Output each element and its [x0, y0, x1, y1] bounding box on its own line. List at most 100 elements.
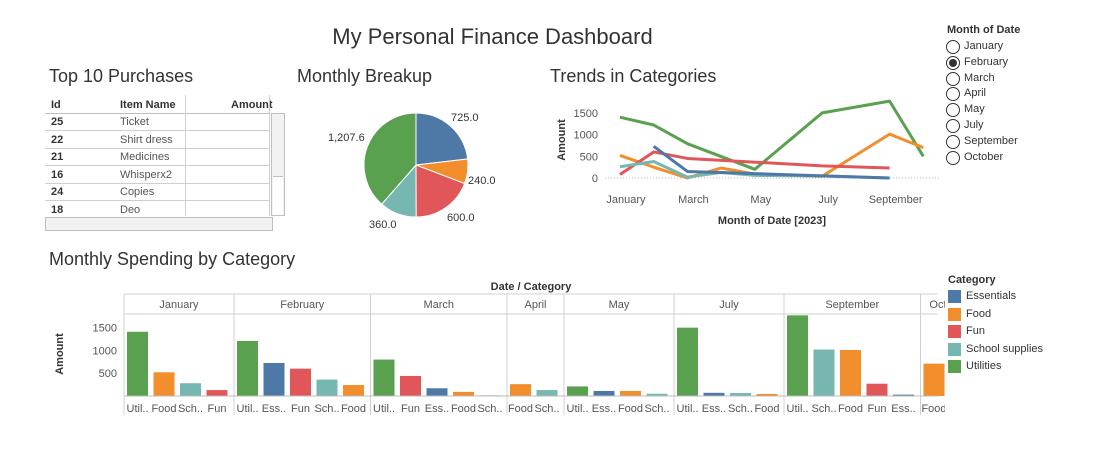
- legend-label: Utilities: [966, 360, 1002, 372]
- legend-swatch: [948, 307, 961, 321]
- table-row: 21 Medicines: [45, 148, 270, 166]
- bar-food: [756, 393, 778, 396]
- y-axis-label: Amount: [54, 333, 66, 375]
- purchases-header-row: Id Item Name Amount: [45, 95, 273, 114]
- purchase-item-name: Deo: [120, 203, 141, 216]
- y-tick-label: 500: [580, 151, 598, 163]
- radio-button[interactable]: [946, 150, 960, 165]
- trends-line-chart: 0 500 1000 1500 Amount January March May July Sep…: [556, 99, 940, 227]
- bar-school-supplies: [180, 383, 201, 396]
- pie-slice-essentials: [415, 112, 469, 166]
- bar-category-label: Food: [618, 403, 643, 415]
- bar-category-label: Sch..: [314, 403, 339, 415]
- filter-option-label: September: [964, 134, 1018, 147]
- radio-button[interactable]: [946, 71, 960, 86]
- table-horizontal-scrollbar[interactable]: [45, 217, 273, 231]
- bars-title: Monthly Spending by Category: [49, 249, 296, 269]
- radio-button[interactable]: [946, 119, 960, 133]
- bar-food: [923, 363, 945, 396]
- bar-essentials: [893, 394, 914, 396]
- table-row: 18 Deo: [45, 201, 270, 219]
- filter-option-label: April: [964, 87, 987, 100]
- column-divider-right: [269, 95, 270, 216]
- panel-month-label: May: [609, 299, 630, 311]
- bar-fun: [206, 390, 228, 396]
- legend-label: Food: [966, 307, 992, 320]
- purchase-id: 16: [51, 168, 64, 181]
- bar-category-label: Fun: [401, 403, 420, 415]
- bar-school-supplies: [646, 393, 668, 396]
- bar-fun: [400, 375, 421, 396]
- pie-slice-utilities: [363, 112, 417, 205]
- y-tick-label: 0: [592, 173, 598, 185]
- bar-utilities: [677, 327, 698, 396]
- bar-essentials: [426, 388, 448, 396]
- bar-school-supplies: [536, 390, 558, 396]
- bar-category-label: Food: [341, 403, 366, 415]
- y-axis-label: Amount: [556, 119, 568, 161]
- trends-title: Trends in Categories: [550, 66, 717, 86]
- x-tick-label: March: [678, 194, 709, 206]
- bar-school-supplies: [730, 393, 751, 396]
- pie-chart: 725.0 240.0 600.0 360.0 1,207.6: [328, 112, 496, 231]
- filter-option-label: October: [964, 150, 1004, 163]
- bar-category-label: Fun: [868, 403, 887, 415]
- radio-button[interactable]: [946, 40, 960, 54]
- y-tick-label: 500: [99, 368, 117, 380]
- table-row: 16 Whisperx2: [45, 166, 270, 184]
- bar-fun: [866, 383, 888, 396]
- radio-button[interactable]: [946, 103, 960, 118]
- bar-school-supplies: [316, 379, 338, 396]
- line-series-fun: [619, 150, 890, 176]
- bar-category-label: Sch..: [178, 403, 203, 415]
- y-tick-label: 1500: [574, 108, 598, 120]
- header-label: Date / Category: [491, 281, 573, 293]
- table-row: 24 Copies: [45, 183, 270, 201]
- purchases-table: Id Item Name Amount: [45, 95, 273, 216]
- x-tick-label: January: [606, 194, 646, 206]
- panel-month-label: January: [159, 299, 199, 311]
- header-amount: Amount: [231, 99, 273, 111]
- panel-month-label: October: [929, 299, 945, 311]
- bar-category-label: Sch..: [728, 403, 753, 415]
- bar-utilities: [237, 340, 258, 396]
- legend-swatch: [948, 342, 961, 356]
- bar-utilities: [567, 386, 588, 396]
- bar-category-label: Sch..: [534, 403, 559, 415]
- radio-button[interactable]: [946, 87, 960, 102]
- purchase-item-name: Copies: [120, 186, 155, 198]
- line-series-food: [619, 132, 924, 180]
- bar-category-label: Ess..: [891, 403, 915, 415]
- bar-category-label: Ess..: [592, 403, 616, 415]
- pie-title: Monthly Breakup: [297, 66, 433, 86]
- bar-school-supplies: [813, 349, 835, 396]
- filter-option-label: May: [964, 103, 985, 116]
- bar-category-label: Ess..: [702, 403, 726, 415]
- y-tick-label: 1500: [93, 323, 117, 335]
- panel-month-label: September: [825, 299, 879, 311]
- vertical-scroll-thumb[interactable]: [273, 176, 283, 215]
- bar-category-label: Util..: [787, 403, 809, 415]
- radio-button[interactable]: [946, 134, 960, 149]
- purchase-id: 22: [51, 133, 64, 146]
- bar-food: [620, 390, 641, 396]
- legend-label: Essentials: [966, 290, 1017, 302]
- x-tick-label: July: [818, 194, 838, 206]
- dashboard-title: My Personal Finance Dashboard: [332, 24, 653, 49]
- x-tick-label: May: [750, 194, 771, 206]
- legend-title: Category: [948, 274, 996, 286]
- radio-button[interactable]: [946, 55, 960, 70]
- panel-month-label: March: [423, 299, 454, 311]
- pie-slice-label: 240.0: [468, 175, 496, 187]
- legend-label: School supplies: [966, 342, 1044, 355]
- panel-month-label: April: [524, 299, 546, 311]
- bar-category-label: Food: [921, 403, 945, 415]
- bar-category-label: Util..: [237, 403, 259, 415]
- table-vertical-scrollbar[interactable]: [271, 113, 285, 216]
- bar-food: [840, 349, 861, 396]
- column-divider: [185, 95, 186, 216]
- legend-swatch: [948, 360, 961, 373]
- bar-food: [453, 391, 474, 396]
- bar-category-label: Util..: [127, 403, 149, 415]
- y-tick-label: 1000: [574, 130, 598, 142]
